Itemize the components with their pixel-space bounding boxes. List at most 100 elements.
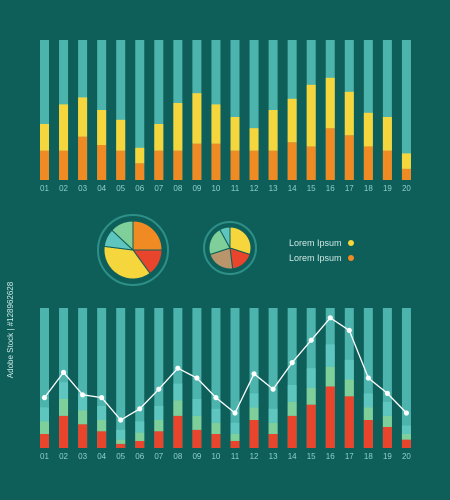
bar-segment-01-1	[40, 124, 49, 151]
bar-segment-08-0	[173, 150, 183, 180]
x-tick-label: 03	[78, 452, 87, 461]
bar-segment-17-2	[344, 359, 354, 380]
bar-segment-19-1	[382, 117, 392, 151]
x-tick-label: 01	[40, 184, 49, 193]
bar-track-02	[59, 308, 69, 448]
trend-point-10	[213, 395, 219, 401]
pie-small-slice-4	[219, 226, 231, 249]
bar-segment-18-1	[363, 112, 373, 147]
trend-point-06	[137, 406, 143, 412]
bar-segment-10-2	[211, 408, 221, 423]
bar-segment-07-1	[154, 420, 164, 432]
trend-point-17	[346, 327, 352, 333]
bar-segment-06-0	[135, 163, 145, 180]
trend-point-09	[194, 375, 200, 381]
bar-segment-20-0	[401, 439, 411, 448]
bar-track-04	[97, 308, 107, 448]
bar-segment-14-1	[287, 401, 297, 416]
trend-point-08	[175, 365, 181, 371]
trend-point-12	[251, 371, 257, 377]
trend-point-19	[384, 390, 390, 396]
bar-segment-02-2	[59, 382, 69, 399]
bar-segment-15-2	[306, 368, 316, 388]
bar-segment-02-1	[59, 104, 69, 151]
bar-segment-18-0	[363, 420, 373, 448]
trend-point-18	[365, 375, 371, 381]
bar-segment-11-1	[230, 117, 240, 151]
x-tick-label: 12	[250, 452, 259, 461]
bar-segment-07-0	[154, 431, 164, 448]
bar-segment-14-2	[287, 385, 297, 402]
bar-segment-18-0	[363, 146, 373, 180]
trend-point-11	[232, 410, 238, 416]
legend-label-2: Lorem Ipsum	[289, 253, 342, 263]
trend-point-02	[60, 369, 67, 375]
bar-segment-02-1	[59, 399, 69, 416]
bar-segment-02-0	[59, 415, 69, 448]
bar-segment-19-0	[382, 150, 392, 180]
bar-segment-06-0	[135, 441, 145, 448]
bar-segment-20-1	[401, 153, 411, 169]
trend-point-20	[403, 410, 410, 416]
x-tick-label: 20	[402, 452, 411, 461]
bar-segment-13-2	[268, 408, 278, 423]
trend-point-04	[99, 395, 105, 401]
x-tick-label: 19	[383, 452, 392, 461]
bar-segment-08-1	[173, 103, 183, 151]
x-tick-label: 16	[326, 452, 335, 461]
bar-segment-06-1	[135, 147, 145, 164]
x-tick-label: 20	[402, 184, 411, 193]
pie-charts	[97, 214, 257, 286]
trend-point-05	[118, 417, 124, 423]
bar-segment-13-0	[268, 150, 278, 180]
pie-large-slice-2	[103, 245, 151, 280]
bar-segment-07-2	[154, 406, 164, 420]
bar-track-01	[40, 308, 49, 448]
bar-segment-12-0	[249, 150, 259, 180]
bar-track-20	[401, 40, 411, 180]
x-tick-label: 19	[383, 184, 392, 193]
bar-track-07	[154, 308, 164, 448]
bar-segment-11-0	[230, 150, 240, 180]
bar-segment-17-0	[344, 135, 354, 180]
bar-segment-03-0	[78, 136, 88, 180]
bar-segment-05-0	[116, 150, 126, 180]
bar-segment-11-1	[230, 434, 240, 441]
bar-segment-07-0	[154, 150, 164, 180]
x-tick-label: 18	[364, 452, 373, 461]
bar-segment-01-0	[40, 434, 49, 448]
legend-label-1: Lorem Ipsum	[289, 238, 342, 248]
bar-track-11	[230, 40, 240, 180]
x-tick-label: 17	[345, 452, 354, 461]
bar-segment-08-0	[173, 415, 183, 448]
bar-segment-10-0	[211, 434, 221, 448]
bar-segment-06-2	[135, 421, 145, 433]
trend-point-07	[156, 386, 162, 392]
legend: Lorem Ipsum Lorem Ipsum	[289, 238, 354, 263]
bar-segment-18-2	[363, 393, 373, 408]
bar-segment-15-1	[306, 84, 316, 147]
pie-large-slice-0	[132, 220, 163, 251]
bar-segment-04-0	[97, 431, 107, 448]
x-tick-label: 16	[326, 184, 335, 193]
x-tick-label: 11	[231, 184, 240, 193]
bar-segment-17-0	[344, 396, 354, 448]
bar-segment-09-0	[192, 429, 202, 448]
x-tick-label: 14	[288, 452, 297, 461]
trend-point-14	[289, 360, 295, 366]
bar-track-05	[116, 40, 126, 180]
x-tick-label: 15	[307, 452, 316, 461]
bar-segment-17-1	[344, 379, 354, 397]
bar-track-06	[135, 308, 145, 448]
x-tick-label: 06	[135, 184, 144, 193]
x-tick-label: 13	[269, 184, 278, 193]
x-tick-label: 11	[231, 452, 240, 461]
bar-track-11	[230, 308, 240, 448]
pie-large-slice-4	[111, 220, 134, 252]
bar-track-07	[154, 40, 164, 180]
pie-small-ring	[203, 221, 257, 275]
bar-segment-16-0	[325, 128, 335, 180]
bar-segment-19-2	[382, 401, 392, 416]
bar-segment-03-1	[78, 97, 88, 137]
pie-small-slice-0	[229, 226, 252, 256]
